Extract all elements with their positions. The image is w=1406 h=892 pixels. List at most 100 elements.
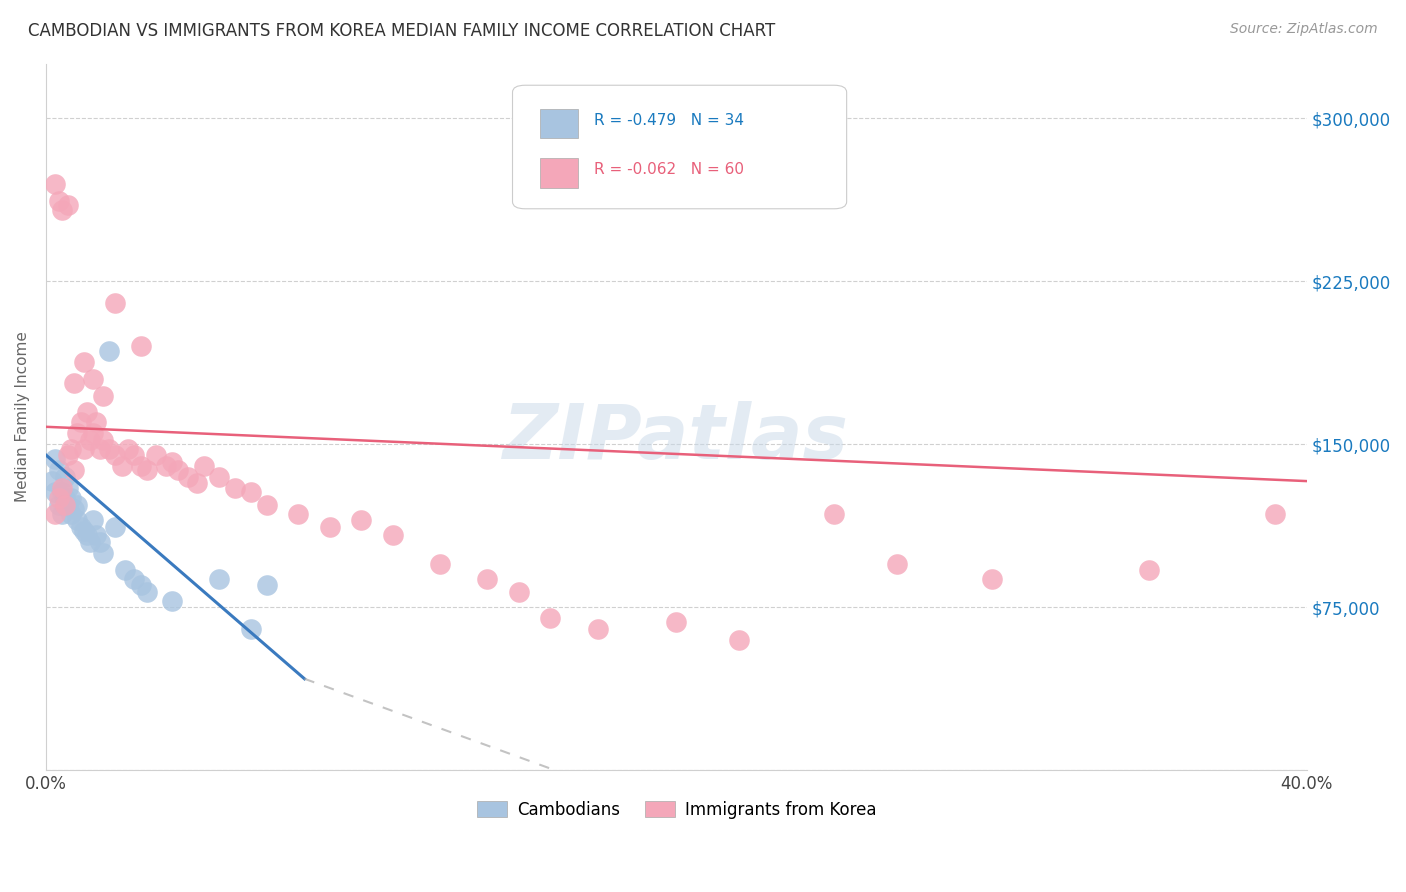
Point bbox=[381, 528, 404, 542]
Point bbox=[56, 448, 79, 462]
Point bbox=[239, 622, 262, 636]
Point bbox=[86, 528, 108, 542]
Point bbox=[53, 469, 76, 483]
Point bbox=[98, 442, 121, 456]
Point bbox=[538, 611, 561, 625]
Point bbox=[350, 513, 373, 527]
Point bbox=[117, 442, 139, 456]
Point bbox=[129, 339, 152, 353]
Point bbox=[79, 535, 101, 549]
Point bbox=[114, 563, 136, 577]
Point bbox=[60, 442, 83, 456]
Point bbox=[69, 416, 91, 430]
Point bbox=[69, 519, 91, 533]
Point bbox=[73, 354, 96, 368]
Point bbox=[73, 442, 96, 456]
Point bbox=[129, 578, 152, 592]
Point bbox=[56, 198, 79, 212]
Point bbox=[51, 485, 73, 500]
Point bbox=[51, 481, 73, 495]
Point bbox=[63, 376, 86, 391]
Point bbox=[44, 485, 66, 500]
Text: R = -0.479   N = 34: R = -0.479 N = 34 bbox=[595, 113, 744, 128]
Point bbox=[53, 498, 76, 512]
Point bbox=[48, 194, 70, 208]
Point bbox=[48, 463, 70, 477]
Point bbox=[145, 448, 167, 462]
Point bbox=[63, 463, 86, 477]
Point bbox=[51, 202, 73, 217]
Point bbox=[429, 557, 451, 571]
Point bbox=[111, 458, 134, 473]
Text: CAMBODIAN VS IMMIGRANTS FROM KOREA MEDIAN FAMILY INCOME CORRELATION CHART: CAMBODIAN VS IMMIGRANTS FROM KOREA MEDIA… bbox=[28, 22, 775, 40]
Point bbox=[66, 498, 89, 512]
Point bbox=[256, 578, 278, 592]
Point bbox=[167, 463, 190, 477]
Point bbox=[823, 507, 845, 521]
Point bbox=[91, 433, 114, 447]
Point bbox=[122, 448, 145, 462]
Point bbox=[51, 507, 73, 521]
Point bbox=[104, 519, 127, 533]
Point bbox=[1264, 507, 1286, 521]
Point bbox=[76, 404, 98, 418]
Point bbox=[63, 502, 86, 516]
Point bbox=[160, 593, 183, 607]
Point bbox=[79, 433, 101, 447]
Point bbox=[155, 458, 177, 473]
Point bbox=[256, 498, 278, 512]
Point bbox=[89, 442, 111, 456]
Point bbox=[193, 458, 215, 473]
Text: R = -0.062   N = 60: R = -0.062 N = 60 bbox=[595, 162, 744, 178]
Point bbox=[104, 296, 127, 310]
Bar bbox=[540, 109, 578, 138]
Y-axis label: Median Family Income: Median Family Income bbox=[15, 332, 30, 502]
Point bbox=[287, 507, 309, 521]
Point bbox=[44, 507, 66, 521]
Point bbox=[160, 454, 183, 468]
Point bbox=[44, 177, 66, 191]
Point bbox=[66, 513, 89, 527]
Point bbox=[82, 372, 104, 386]
Point bbox=[135, 463, 157, 477]
Point bbox=[208, 469, 231, 483]
Point bbox=[56, 498, 79, 512]
Point bbox=[73, 524, 96, 538]
Point bbox=[186, 476, 208, 491]
Point bbox=[41, 474, 63, 488]
Point bbox=[318, 519, 340, 533]
Point bbox=[239, 485, 262, 500]
Point bbox=[177, 469, 200, 483]
Point bbox=[728, 632, 751, 647]
Point bbox=[208, 572, 231, 586]
Point bbox=[48, 498, 70, 512]
Point bbox=[122, 572, 145, 586]
Point bbox=[980, 572, 1002, 586]
Point bbox=[135, 585, 157, 599]
Point bbox=[104, 448, 127, 462]
FancyBboxPatch shape bbox=[513, 86, 846, 209]
Point bbox=[82, 426, 104, 441]
Point bbox=[56, 481, 79, 495]
Text: Source: ZipAtlas.com: Source: ZipAtlas.com bbox=[1230, 22, 1378, 37]
Point bbox=[91, 546, 114, 560]
Point bbox=[66, 426, 89, 441]
Point bbox=[129, 458, 152, 473]
Point bbox=[508, 585, 530, 599]
Point bbox=[86, 416, 108, 430]
Point bbox=[1137, 563, 1160, 577]
Point bbox=[89, 535, 111, 549]
Bar bbox=[540, 158, 578, 187]
Point bbox=[586, 622, 609, 636]
Point bbox=[82, 513, 104, 527]
Point bbox=[53, 491, 76, 506]
Point bbox=[44, 452, 66, 467]
Point bbox=[886, 557, 908, 571]
Point bbox=[76, 528, 98, 542]
Point bbox=[224, 481, 246, 495]
Point bbox=[98, 343, 121, 358]
Text: ZIPatlas: ZIPatlas bbox=[503, 401, 849, 475]
Point bbox=[665, 615, 688, 630]
Point bbox=[48, 491, 70, 506]
Legend: Cambodians, Immigrants from Korea: Cambodians, Immigrants from Korea bbox=[470, 794, 883, 825]
